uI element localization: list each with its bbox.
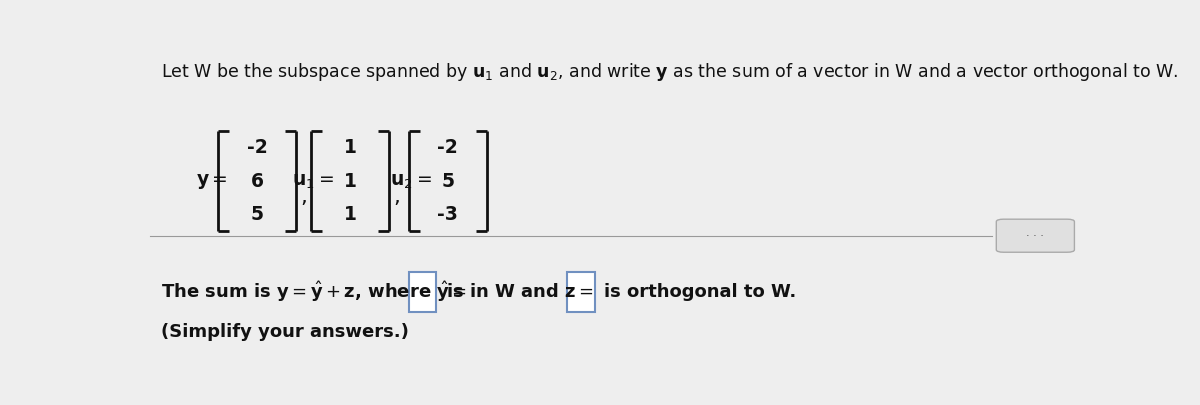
Text: (Simplify your answers.): (Simplify your answers.) <box>161 323 409 341</box>
Text: 5: 5 <box>251 205 264 224</box>
Text: -3: -3 <box>437 205 458 224</box>
Text: $\mathbf{y}=$: $\mathbf{y}=$ <box>197 172 228 191</box>
Text: -2: -2 <box>437 139 458 158</box>
Text: -2: -2 <box>246 139 268 158</box>
Text: 1: 1 <box>343 139 356 158</box>
FancyBboxPatch shape <box>996 219 1074 252</box>
Text: is orthogonal to W.: is orthogonal to W. <box>604 283 796 301</box>
Text: 1: 1 <box>343 205 356 224</box>
FancyBboxPatch shape <box>566 272 594 312</box>
Text: ,: , <box>301 187 307 207</box>
Text: 5: 5 <box>442 172 454 191</box>
Text: The sum is $\mathbf{y}=\hat{\mathbf{y}}+\mathbf{z}$, where $\hat{\mathbf{y}}=$: The sum is $\mathbf{y}=\hat{\mathbf{y}}+… <box>161 279 467 304</box>
Text: $\mathbf{u}_2=$: $\mathbf{u}_2=$ <box>390 172 432 191</box>
Text: · · ·: · · · <box>1026 231 1044 241</box>
FancyBboxPatch shape <box>408 272 437 312</box>
Text: is in W and $\mathbf{z}=$: is in W and $\mathbf{z}=$ <box>445 283 594 301</box>
Text: 6: 6 <box>251 172 264 191</box>
Text: ,: , <box>394 187 401 207</box>
Text: 1: 1 <box>343 172 356 191</box>
Text: Let W be the subspace spanned by $\mathbf{u}_1$ and $\mathbf{u}_2$, and write $\: Let W be the subspace spanned by $\mathb… <box>161 61 1178 83</box>
Text: $\mathbf{u}_1=$: $\mathbf{u}_1=$ <box>293 172 334 191</box>
